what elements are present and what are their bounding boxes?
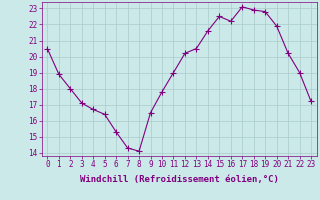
X-axis label: Windchill (Refroidissement éolien,°C): Windchill (Refroidissement éolien,°C) [80, 175, 279, 184]
